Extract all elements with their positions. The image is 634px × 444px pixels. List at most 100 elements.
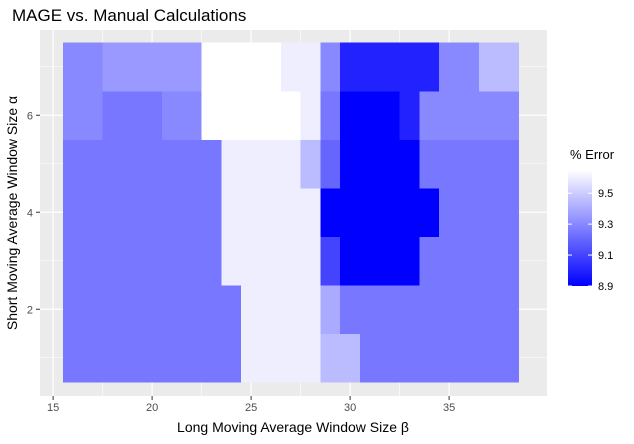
heatmap-cell (320, 42, 341, 92)
heatmap-cell (280, 91, 301, 140)
heatmap-cell (399, 333, 420, 383)
heatmap-cell (63, 139, 84, 189)
heatmap-cell (122, 188, 143, 237)
heatmap-cell (320, 333, 341, 383)
heatmap-cell (340, 188, 361, 237)
legend-label: 9.3 (598, 219, 613, 231)
heatmap-cell (162, 236, 183, 286)
heatmap-cell (122, 333, 143, 383)
heatmap-cell (181, 285, 202, 334)
heatmap-cell (201, 91, 222, 140)
heatmap-cell (320, 285, 341, 334)
heatmap-cell (459, 42, 480, 92)
heatmap-cell (498, 139, 519, 189)
heatmap-cell (221, 42, 242, 92)
y-tick-label: 2 (27, 304, 33, 316)
heatmap-cell (498, 333, 519, 383)
heatmap-cell (498, 188, 519, 237)
legend-ticks: 9.5 9.3 9.1 8.9 (568, 188, 613, 293)
heatmap-cell (360, 285, 381, 334)
heatmap-cell (340, 91, 361, 140)
heatmap-cell (399, 91, 420, 140)
heatmap-cell (300, 285, 321, 334)
heatmap-cell (360, 139, 381, 189)
heatmap-cell (221, 236, 242, 286)
heatmap-cell (439, 285, 460, 334)
heatmap-cell (439, 188, 460, 237)
heatmap-cell (439, 91, 460, 140)
heatmap-cell (181, 188, 202, 237)
heatmap-cell (241, 91, 262, 140)
heatmap-cell (439, 139, 460, 189)
legend-label: 8.9 (598, 281, 613, 293)
heatmap-cell (320, 236, 341, 286)
heatmap-cell (379, 236, 400, 286)
heatmap-cell (162, 285, 183, 334)
heatmap-cell (399, 188, 420, 237)
heatmap-cell (261, 188, 282, 237)
heatmap-cell (419, 42, 440, 92)
x-tick-label: 20 (146, 402, 158, 414)
heatmap-cell (122, 236, 143, 286)
heatmap-cell (379, 285, 400, 334)
heatmap-cell (261, 91, 282, 140)
heatmap-cell (102, 91, 123, 140)
heatmap-cell (439, 42, 460, 92)
heatmap-cell (122, 91, 143, 140)
heatmap-cell (360, 188, 381, 237)
heatmap-cell (478, 236, 499, 286)
heatmap-cell (162, 42, 183, 92)
heatmap-cell (221, 285, 242, 334)
y-axis: 2 4 6 (27, 110, 40, 316)
heatmap-cell (320, 139, 341, 189)
heatmap-cell (142, 333, 163, 383)
y-tick-label: 4 (27, 207, 33, 219)
heatmap-cell (498, 285, 519, 334)
heatmap-cell (459, 333, 480, 383)
heatmap-cell (340, 285, 361, 334)
heatmap-cell (498, 42, 519, 92)
heatmap-cell (300, 236, 321, 286)
heatmap-cell (122, 42, 143, 92)
heatmap-cell (181, 139, 202, 189)
heatmap-cell (478, 188, 499, 237)
heatmap-cell (181, 42, 202, 92)
heatmap-cell (280, 42, 301, 92)
heatmap-cell (280, 236, 301, 286)
y-tick-label: 6 (27, 110, 33, 122)
heatmap-cell (201, 188, 222, 237)
heatmap-cell (63, 91, 84, 140)
heatmap-cell (340, 139, 361, 189)
heatmap-cell (181, 333, 202, 383)
heatmap-cell (241, 42, 262, 92)
heatmap-cell (142, 236, 163, 286)
legend-label: 9.5 (598, 188, 613, 200)
heatmap-cell (300, 333, 321, 383)
heatmap-cell (201, 139, 222, 189)
heatmap-cell (162, 139, 183, 189)
heatmap-cell (419, 139, 440, 189)
heatmap-cell (122, 285, 143, 334)
heatmap-cell (241, 188, 262, 237)
heatmap-cell (478, 139, 499, 189)
heatmap-cell (419, 188, 440, 237)
heatmap-cell (162, 188, 183, 237)
heatmap-cell (102, 285, 123, 334)
heatmap-cell (419, 333, 440, 383)
heatmap-cell (379, 333, 400, 383)
heatmap-cell (498, 91, 519, 140)
heatmap-cell (399, 285, 420, 334)
heatmap-cell (261, 333, 282, 383)
heatmap-cell (300, 188, 321, 237)
heatmap-cell (360, 236, 381, 286)
heatmap-cell (320, 188, 341, 237)
heatmap-cell (379, 42, 400, 92)
heatmap-cell (459, 236, 480, 286)
heatmap-cell (82, 42, 103, 92)
heatmap-cell (320, 91, 341, 140)
heatmap-cell (360, 91, 381, 140)
heatmap-cell (300, 42, 321, 92)
heatmap-cell (102, 236, 123, 286)
heatmap-cell (63, 188, 84, 237)
